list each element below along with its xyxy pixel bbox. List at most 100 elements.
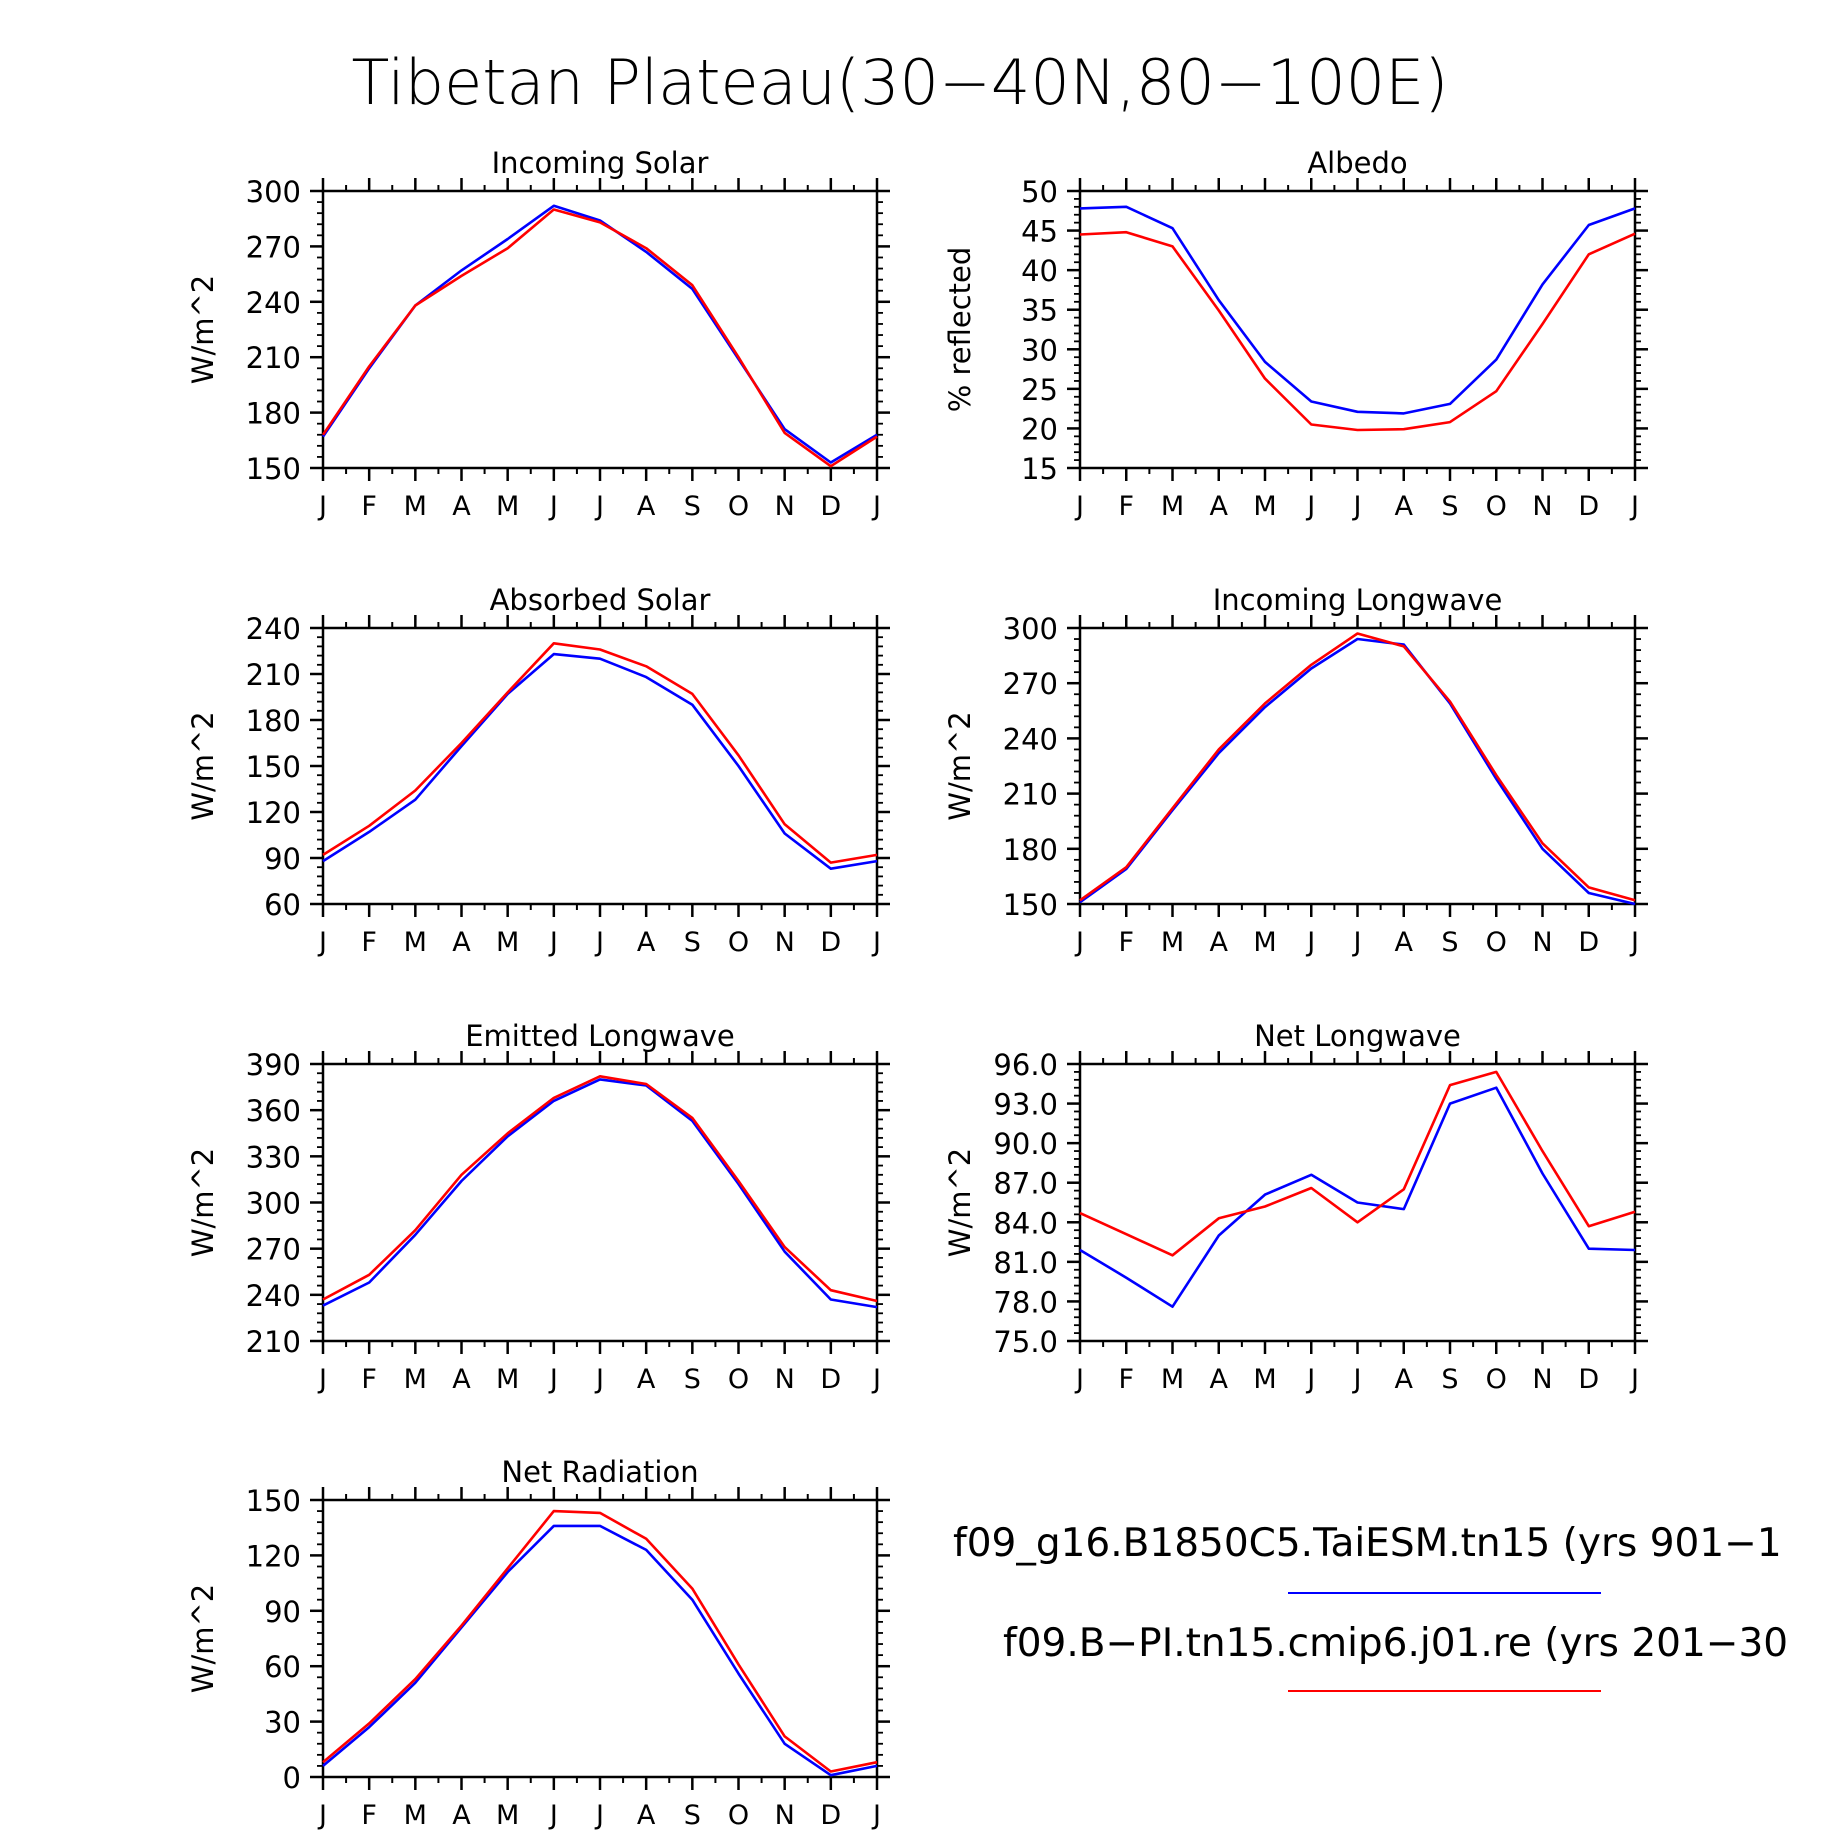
y-tick-label: 180 <box>246 397 301 431</box>
x-tick-label: D <box>820 927 841 958</box>
series-line-taiesm <box>1079 205 1636 415</box>
x-tick-label: J <box>548 1800 558 1831</box>
series-line-taiesm <box>1079 1086 1636 1308</box>
y-tick-label: 240 <box>1003 722 1058 756</box>
y-tick-label: 81.0 <box>993 1246 1058 1280</box>
x-tick-label: J <box>1352 491 1362 522</box>
y-tick-label: 150 <box>246 750 301 784</box>
x-tick-label: N <box>775 1800 795 1831</box>
x-tick-label: J <box>548 927 558 958</box>
y-tick-label: 270 <box>246 1233 301 1267</box>
x-tick-label: N <box>1532 491 1552 522</box>
x-tick-label: M <box>496 927 519 958</box>
y-tick-label: 96.0 <box>993 1048 1058 1082</box>
x-tick-label: J <box>548 491 558 522</box>
x-tick-label: A <box>1395 1364 1414 1395</box>
y-tick-label: 78.0 <box>993 1285 1058 1319</box>
x-tick-label: M <box>404 927 427 958</box>
y-tick-label: 330 <box>246 1140 301 1174</box>
x-tick-label: M <box>1161 927 1184 958</box>
x-tick-label: J <box>871 1364 881 1395</box>
series-line-cmip6 <box>1079 632 1636 902</box>
y-tick-label: 90 <box>264 1595 301 1629</box>
x-tick-label: M <box>404 1800 427 1831</box>
x-tick-label: J <box>871 491 881 522</box>
x-tick-label: S <box>684 491 701 522</box>
y-tick-label: 390 <box>246 1048 301 1082</box>
x-tick-label: M <box>1253 927 1276 958</box>
x-tick-label: F <box>1118 927 1134 958</box>
y-tick-label: 20 <box>1021 412 1058 446</box>
x-tick-label: A <box>1210 927 1229 958</box>
plot-frame <box>1078 626 1637 906</box>
plot-frame <box>321 189 879 470</box>
y-tick-label: 270 <box>246 230 301 264</box>
y-tick-label: 240 <box>246 612 301 646</box>
x-tick-label: M <box>496 491 519 522</box>
x-tick-label: M <box>1253 491 1276 522</box>
x-tick-label: D <box>820 491 841 522</box>
x-tick-label: S <box>684 927 701 958</box>
y-axis-label: W/m^2 <box>943 711 977 820</box>
y-tick-label: 0 <box>283 1761 301 1795</box>
series-line-taiesm <box>322 1524 878 1777</box>
y-axis-label: W/m^2 <box>943 1148 977 1257</box>
y-tick-label: 150 <box>246 452 301 486</box>
x-tick-label: A <box>452 1364 471 1395</box>
x-tick-label: N <box>775 1364 795 1395</box>
plot-frame <box>321 1062 879 1343</box>
x-tick-label: O <box>1486 1364 1507 1395</box>
x-tick-label: J <box>1352 1364 1362 1395</box>
x-tick-label: J <box>1074 1364 1084 1395</box>
series-line-taiesm <box>321 204 878 464</box>
y-tick-label: 300 <box>246 1187 301 1221</box>
x-tick-label: S <box>1441 1364 1458 1395</box>
y-tick-label: 40 <box>1021 254 1058 288</box>
x-tick-label: N <box>775 927 795 958</box>
panel-incoming-longwave: J F M A M J J A S O N D J150180210240270300W/m^2Inco… <box>943 583 1648 958</box>
series-line-cmip6 <box>322 1509 878 1773</box>
series-line-cmip6 <box>1079 1070 1636 1257</box>
series-line-cmip6 <box>322 1075 878 1303</box>
plot-frame <box>321 1498 879 1779</box>
y-tick-label: 15 <box>1021 452 1058 486</box>
x-tick-label: D <box>1578 1364 1599 1395</box>
x-tick-label: J <box>871 1800 881 1831</box>
x-tick-label: D <box>1578 927 1599 958</box>
y-tick-label: 210 <box>246 658 301 692</box>
x-tick-label: M <box>404 1364 427 1395</box>
x-tick-label: A <box>637 491 656 522</box>
y-tick-label: 300 <box>246 175 301 209</box>
y-tick-label: 35 <box>1021 294 1058 328</box>
x-tick-label: F <box>361 927 377 958</box>
y-tick-label: 240 <box>246 286 301 320</box>
y-axis-label: W/m^2 <box>186 1584 220 1693</box>
x-tick-label: J <box>1074 491 1084 522</box>
panel-title: Albedo <box>1307 146 1407 180</box>
x-tick-label: J <box>317 1364 327 1395</box>
x-tick-label: J <box>317 927 327 958</box>
y-tick-label: 90.0 <box>993 1127 1058 1161</box>
x-tick-label: J <box>1305 927 1315 958</box>
x-tick-label: J <box>548 1364 558 1395</box>
x-tick-label: F <box>1118 1364 1134 1395</box>
plot-frame <box>321 626 879 906</box>
series-line-taiesm <box>322 652 878 871</box>
panel-title: Absorbed Solar <box>490 583 711 617</box>
y-axis-label: % reflected <box>943 247 977 413</box>
series-line-cmip6 <box>322 641 878 864</box>
legend: f09_g16.B1850C5.TaiESM.tn15 (yrs 901−1 f… <box>953 1521 1788 1692</box>
x-tick-label: J <box>594 491 604 522</box>
y-tick-label: 120 <box>246 1539 301 1573</box>
x-tick-label: J <box>1629 1364 1639 1395</box>
x-tick-label: F <box>361 491 377 522</box>
series-line-taiesm <box>1079 637 1636 906</box>
y-tick-label: 45 <box>1021 215 1058 249</box>
y-tick-label: 60 <box>264 888 301 922</box>
x-tick-label: O <box>1486 927 1507 958</box>
y-tick-label: 150 <box>1003 888 1058 922</box>
x-tick-label: J <box>594 927 604 958</box>
x-tick-label: A <box>1395 491 1414 522</box>
